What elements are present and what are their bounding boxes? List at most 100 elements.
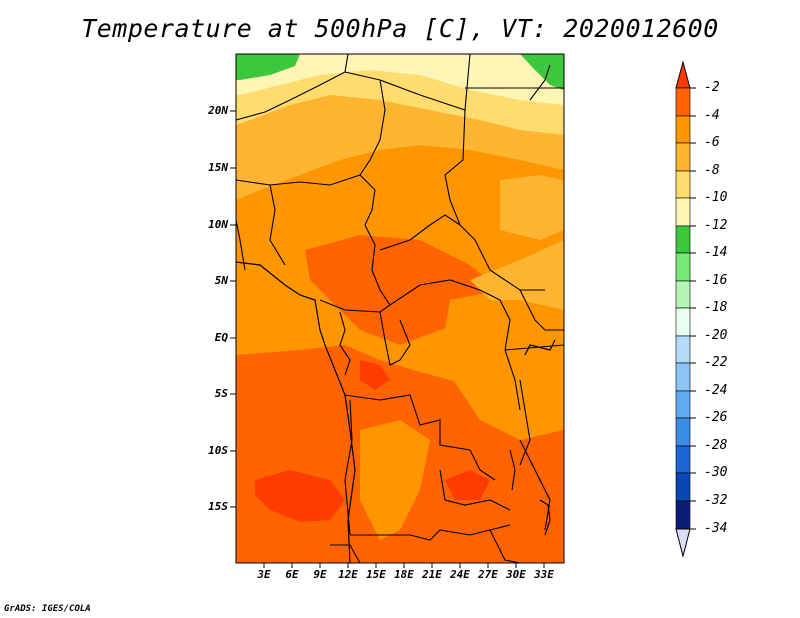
lon-label-30e: 30E [506,568,526,581]
colorbar-bin-9 [675,307,691,337]
map-frame [235,53,565,564]
lat-label-15s: 15S [208,500,228,513]
lake-mweru [509,449,516,491]
colorbar-bin-6 [675,225,691,254]
cb-label-m26: -26 [704,410,728,425]
lon-label-18e: 18E [394,568,414,581]
lon-label-15e: 15E [366,568,386,581]
atlantic-coast [236,261,356,563]
field-ne-light [500,175,564,240]
cb-label-m34: -34 [704,521,728,536]
lon-label-21e: 21E [422,568,442,581]
colorbar-bin-7 [675,252,691,282]
cb-label-m14: -14 [704,245,728,260]
colorbar-bin-15 [675,472,691,502]
border-coast-west [236,219,246,271]
country-borders [236,54,564,563]
lake-victoria [524,339,556,356]
cb-label-m2: -2 [704,80,720,95]
lon-label-27e: 27E [478,568,498,581]
colorbar-top-arrow [675,60,691,89]
cb-label-m18: -18 [704,300,728,315]
border-cameroon-gabon [319,299,391,313]
border-congo-drc [379,311,411,366]
border-angola-drc [344,394,496,481]
cb-label-m32: -32 [704,493,728,508]
border-cameroon-chad [364,224,391,306]
cb-label-m4: -4 [704,108,720,123]
border-zimbabwe [489,529,521,563]
cb-label-m20: -20 [704,328,728,343]
field-ne-green [520,54,564,90]
lon-label-3e: 3E [257,568,271,581]
field-sw-red [255,470,345,522]
field-center-red [360,360,390,390]
colorbar-bin-10 [675,335,691,364]
cb-label-m28: -28 [704,438,728,453]
colorbar-bin-5 [675,197,691,227]
lon-label-33e: 33E [534,568,554,581]
border-car-drc [389,279,501,306]
border-nile [529,64,551,101]
field-se-red [445,470,490,500]
colorbar-bin-11 [675,362,691,392]
field-north-yellow [236,54,564,105]
colorbar-bin-1 [675,87,691,117]
lat-label-eq: EQ [214,331,228,344]
lat-label-20n: 20N [208,104,228,117]
cb-label-m8: -8 [704,163,720,178]
border-zambia [439,469,511,511]
border-uganda-kenya [504,344,564,351]
lon-label-24e: 24E [450,568,470,581]
colorbar-bin-3 [675,142,691,172]
lon-label-6e: 6E [285,568,299,581]
cb-label-m12: -12 [704,218,728,233]
lake-malawi [539,499,551,536]
lat-label-5s: 5S [214,387,228,400]
colorbar-bin-13 [675,417,691,447]
lon-label-9e: 9E [313,568,327,581]
border-niger-east [359,79,386,176]
lat-label-15n: 15N [208,161,228,174]
colorbar-bin-14 [675,445,691,474]
lat-label-10s: 10S [208,444,228,457]
cb-label-m30: -30 [704,465,728,480]
lon-label-12e: 12E [338,568,358,581]
colorbar-bin-4 [675,170,691,199]
border-sudan-uganda [519,289,564,331]
border-algeria-mali [236,54,349,121]
border-car-chad [379,214,461,251]
field-nw-green [236,54,300,80]
y-ticks [230,110,236,508]
border-namibia-south [330,544,361,563]
border-gabon-congo [339,311,351,376]
cb-label-m16: -16 [704,273,728,288]
x-ticks [263,563,545,568]
field-west-coast [236,262,300,355]
coastlines [236,261,556,563]
colorbar [675,60,696,558]
chart-title: Temperature at 500hPa [C], VT: 202001260… [81,14,719,43]
grads-credit: GrADS: IGES/COLA [4,604,91,614]
cb-label-m24: -24 [704,383,728,398]
field-east-region [440,290,564,440]
lake-tanganyika [519,379,531,466]
field-south-light [360,420,430,540]
cb-label-m10: -10 [704,190,728,205]
field-east-light [470,240,564,310]
colorbar-bin-8 [675,280,691,309]
lat-label-10n: 10N [208,218,228,231]
lat-label-5n: 5N [214,274,228,287]
temperature-field [236,54,564,563]
border-nigeria-north [236,174,376,226]
border-benin [269,184,286,266]
border-niger-libya [344,54,471,111]
colorbar-bin-12 [675,390,691,419]
colorbar-bin-2 [675,115,691,144]
cb-label-m22: -22 [704,355,728,370]
border-angola-west [344,399,353,536]
cb-label-m6: -6 [704,135,720,150]
colorbar-bin-16 [675,500,691,530]
colorbar-bottom-arrow [675,528,691,558]
